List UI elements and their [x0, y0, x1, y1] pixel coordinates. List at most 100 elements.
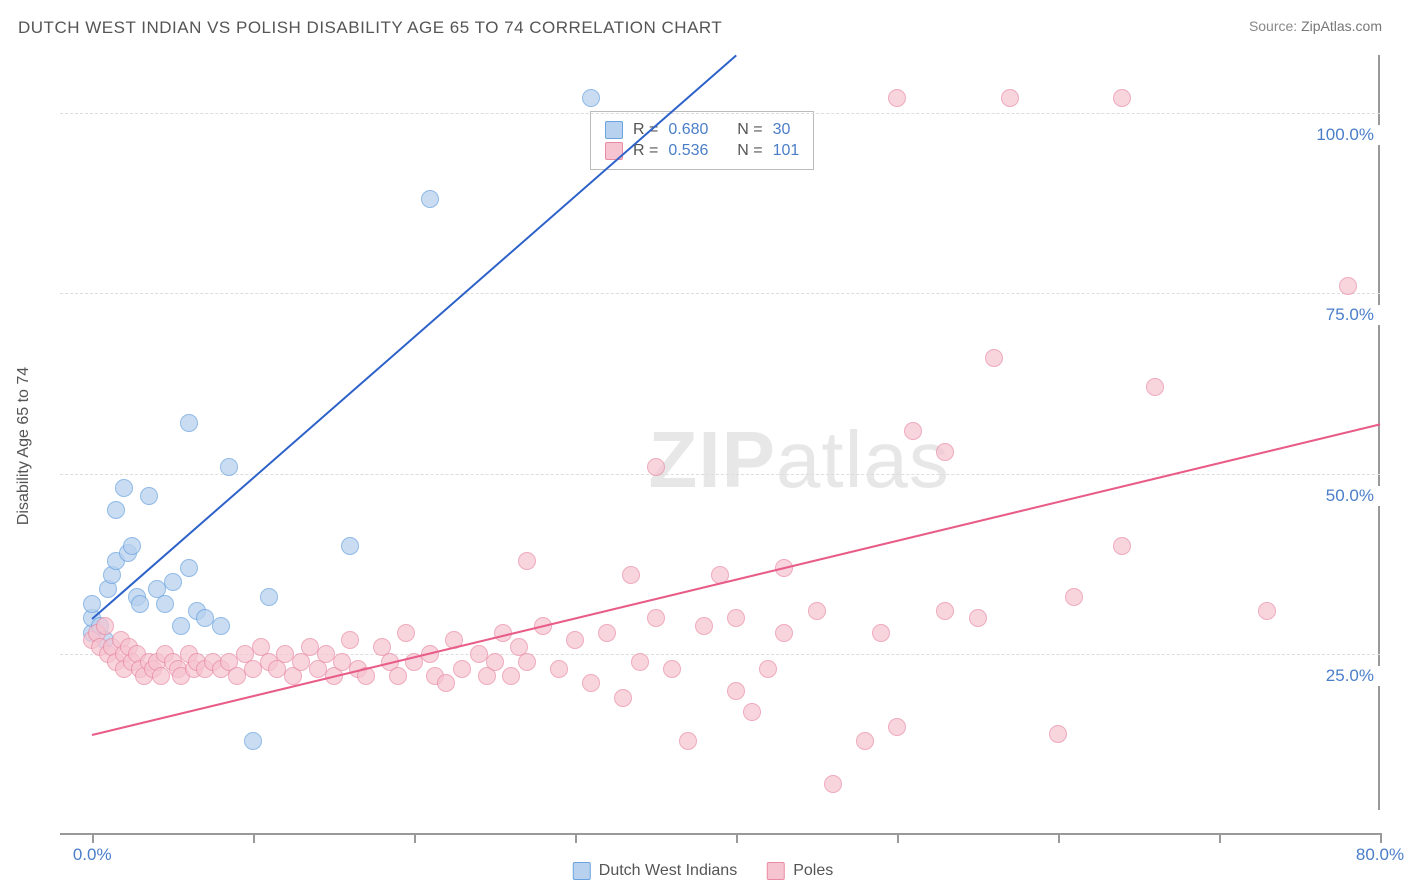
stats-legend-box: R = 0.680 N = 30 R = 0.536 N = 101	[590, 111, 814, 170]
regression-line	[92, 55, 737, 620]
scatter-point	[437, 674, 455, 692]
scatter-point	[421, 190, 439, 208]
x-tick	[1219, 833, 1221, 843]
legend-item-2: Poles	[767, 862, 833, 880]
x-tick	[1380, 833, 1382, 843]
scatter-point	[518, 552, 536, 570]
scatter-point	[663, 660, 681, 678]
source-label: Source:	[1249, 18, 1297, 34]
scatter-point	[727, 682, 745, 700]
scatter-point	[647, 609, 665, 627]
gridline	[60, 293, 1380, 294]
x-tick	[1058, 833, 1060, 843]
scatter-point	[775, 624, 793, 642]
scatter-point	[856, 732, 874, 750]
scatter-point	[1113, 537, 1131, 555]
scatter-point	[486, 653, 504, 671]
y-tick-label: 100.0%	[1316, 125, 1382, 145]
y-tick-label: 25.0%	[1326, 666, 1382, 686]
x-tick-label: 0.0%	[73, 845, 112, 865]
scatter-point	[550, 660, 568, 678]
watermark-light: atlas	[776, 415, 950, 504]
scatter-point	[96, 617, 114, 635]
scatter-point	[1065, 588, 1083, 606]
scatter-point	[824, 775, 842, 793]
scatter-point	[341, 631, 359, 649]
scatter-point	[1049, 725, 1067, 743]
scatter-point	[888, 718, 906, 736]
scatter-point	[647, 458, 665, 476]
x-tick	[575, 833, 577, 843]
scatter-point	[156, 595, 174, 613]
scatter-point	[631, 653, 649, 671]
scatter-point	[936, 602, 954, 620]
scatter-point	[622, 566, 640, 584]
legend-swatch-2	[767, 862, 785, 880]
chart-title: DUTCH WEST INDIAN VS POLISH DISABILITY A…	[18, 18, 722, 38]
scatter-point	[904, 422, 922, 440]
scatter-point	[341, 537, 359, 555]
y-axis-line	[1378, 55, 1380, 810]
plot-area: ZIPatlas R = 0.680 N = 30 R = 0.536 N = …	[60, 55, 1380, 835]
scatter-point	[220, 458, 238, 476]
scatter-point	[172, 617, 190, 635]
scatter-point	[598, 624, 616, 642]
x-tick	[414, 833, 416, 843]
source-value: ZipAtlas.com	[1301, 18, 1382, 34]
scatter-point	[180, 559, 198, 577]
r-label-2: R =	[633, 142, 658, 160]
scatter-point	[969, 609, 987, 627]
scatter-point	[140, 487, 158, 505]
scatter-point	[727, 609, 745, 627]
scatter-point	[808, 602, 826, 620]
y-tick-label: 75.0%	[1326, 305, 1382, 325]
scatter-point	[123, 537, 141, 555]
n-value-2: 101	[773, 142, 800, 160]
scatter-point	[566, 631, 584, 649]
scatter-point	[1001, 89, 1019, 107]
stats-swatch-1	[605, 121, 623, 139]
x-tick	[253, 833, 255, 843]
scatter-point	[1258, 602, 1276, 620]
x-tick	[736, 833, 738, 843]
scatter-point	[260, 588, 278, 606]
stats-row-1: R = 0.680 N = 30	[605, 121, 799, 139]
x-tick	[897, 833, 899, 843]
x-tick	[92, 833, 94, 843]
legend-bottom: Dutch West Indians Poles	[565, 860, 841, 882]
legend-label-2: Poles	[793, 862, 833, 880]
legend-item-1: Dutch West Indians	[573, 862, 737, 880]
legend-swatch-1	[573, 862, 591, 880]
scatter-point	[743, 703, 761, 721]
scatter-point	[212, 617, 230, 635]
scatter-point	[453, 660, 471, 678]
scatter-point	[695, 617, 713, 635]
scatter-point	[888, 89, 906, 107]
scatter-point	[115, 479, 133, 497]
scatter-point	[872, 624, 890, 642]
scatter-point	[1339, 277, 1357, 295]
source-credit: Source: ZipAtlas.com	[1249, 18, 1382, 34]
scatter-point	[397, 624, 415, 642]
scatter-point	[679, 732, 697, 750]
watermark-bold: ZIP	[648, 415, 775, 504]
scatter-point	[985, 349, 1003, 367]
scatter-point	[389, 667, 407, 685]
n-value-1: 30	[773, 121, 791, 139]
scatter-point	[1146, 378, 1164, 396]
scatter-point	[582, 89, 600, 107]
scatter-point	[502, 667, 520, 685]
legend-label-1: Dutch West Indians	[599, 862, 737, 880]
scatter-point	[180, 414, 198, 432]
y-axis-label: Disability Age 65 to 74	[15, 367, 33, 525]
x-tick-label: 80.0%	[1356, 845, 1404, 865]
r-value-1: 0.680	[668, 121, 708, 139]
r-value-2: 0.536	[668, 142, 708, 160]
scatter-point	[614, 689, 632, 707]
n-label-2: N =	[737, 142, 762, 160]
scatter-point	[164, 573, 182, 591]
scatter-point	[107, 501, 125, 519]
y-tick-label: 50.0%	[1326, 486, 1382, 506]
gridline	[60, 113, 1380, 114]
scatter-point	[244, 732, 262, 750]
